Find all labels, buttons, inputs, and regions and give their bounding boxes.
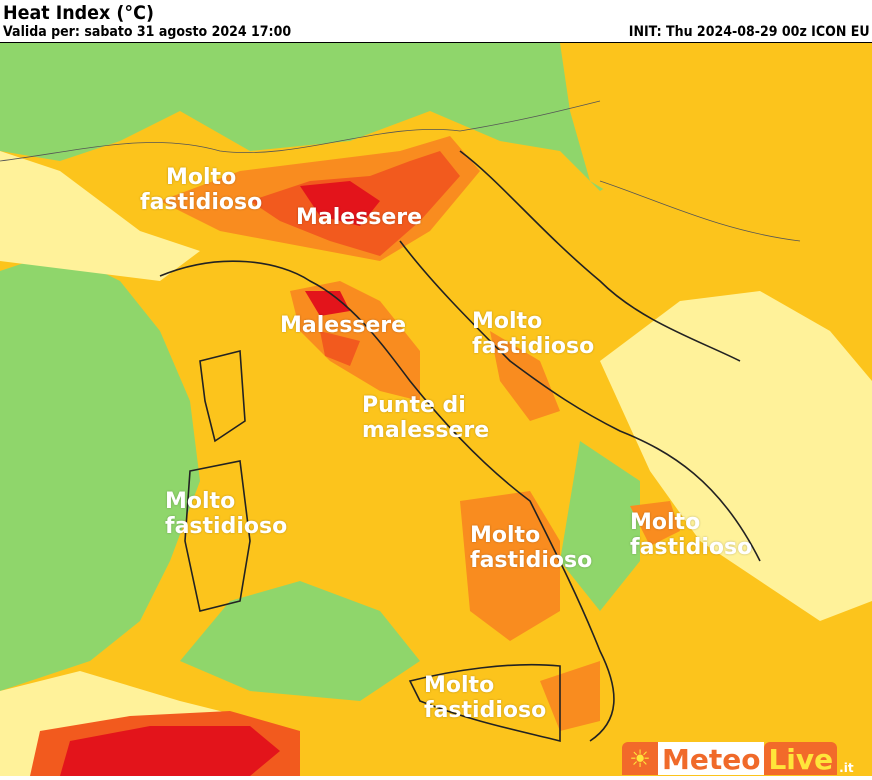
label-molto-fastidioso-sicily: Molto fastidioso	[424, 673, 547, 723]
zone-tuscany-redorange	[320, 331, 360, 366]
zone-africa-red	[60, 726, 280, 776]
label-malessere-tuscany: Malessere	[280, 313, 407, 338]
zone-tuscany-red	[305, 291, 350, 316]
logo-meteo: Meteo	[658, 742, 765, 776]
coastlines	[159, 150, 761, 743]
label-molto-fastidioso-campania: Molto fastidioso	[470, 523, 593, 573]
borders	[0, 100, 801, 242]
label-molto-fastidioso-nw: Molto fastidioso	[140, 165, 263, 215]
init-time: INIT: Thu 2024-08-29 00z ICON EU	[629, 24, 870, 40]
zone-west-sea-green	[0, 251, 200, 691]
logo-suffix: .it	[839, 761, 854, 775]
logo-live: Live	[764, 742, 838, 776]
zone-campania-orange	[460, 491, 560, 641]
sun-icon: ☀	[622, 742, 658, 775]
zone-adriatic-light	[600, 291, 872, 621]
heat-index-map	[0, 42, 872, 776]
label-molto-fastidioso-puglia: Molto fastidioso	[630, 510, 753, 560]
zone-marche-orange	[490, 331, 560, 421]
map-title: Heat Index (°C)	[3, 2, 154, 24]
zone-puglia-orange	[630, 501, 680, 546]
meteolive-logo: ☀ Meteo Live .it	[622, 742, 854, 776]
label-molto-fastidioso-marche: Molto fastidioso	[472, 309, 595, 359]
zone-balkans-orange	[560, 43, 872, 231]
zone-light-1	[0, 151, 200, 281]
zone-tyrrhenian-coast-green	[560, 441, 640, 611]
label-molto-fastidioso-sardinia: Molto fastidioso	[165, 489, 288, 539]
valid-time: Valida per: sabato 31 agosto 2024 17:00	[3, 24, 292, 40]
label-punte-di-malessere: Punte di malessere	[362, 393, 490, 443]
zone-tyrrhenian-green	[180, 581, 420, 701]
zone-po-red	[300, 181, 380, 226]
label-malessere-po: Malessere	[296, 205, 423, 230]
zone-calabria-orange	[540, 661, 600, 731]
map-canvas	[0, 43, 872, 776]
